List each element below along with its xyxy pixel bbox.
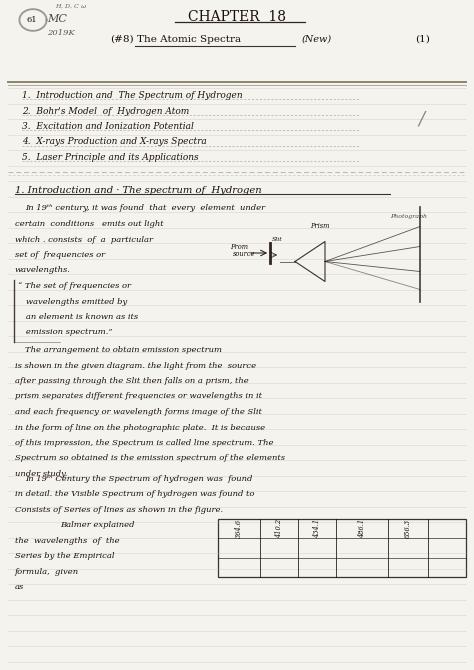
Text: 3.  Excitation and Ionization Potential: 3. Excitation and Ionization Potential	[22, 122, 194, 131]
Text: Photograph: Photograph	[390, 214, 427, 219]
Text: The arrangement to obtain emission spectrum: The arrangement to obtain emission spect…	[25, 346, 222, 354]
Text: in the form of line on the photographic plate.  It is because: in the form of line on the photographic …	[15, 423, 265, 431]
Text: 2.  Bohr's Model  of  Hydrogen Atom: 2. Bohr's Model of Hydrogen Atom	[22, 107, 189, 115]
Text: 2019K: 2019K	[47, 29, 75, 37]
Text: In 19ᵗʰ century, it was found  that  every  element  under: In 19ᵗʰ century, it was found that every…	[25, 204, 265, 212]
Text: 410.2: 410.2	[275, 519, 283, 538]
Text: under study.: under study.	[15, 470, 67, 478]
Text: In 19ᵗʰ Century the Spectrum of hydrogen was  found: In 19ᵗʰ Century the Spectrum of hydrogen…	[25, 474, 252, 482]
Text: 364.6: 364.6	[235, 519, 243, 538]
Text: 1. Introduction and · The spectrum of  Hydrogen: 1. Introduction and · The spectrum of Hy…	[15, 186, 262, 195]
Text: source: source	[233, 250, 255, 258]
Text: 434.1: 434.1	[313, 519, 321, 538]
Text: as: as	[15, 583, 24, 591]
Text: 486.1: 486.1	[358, 519, 366, 538]
Bar	[218, 519, 466, 577]
Text: 5.  Laser Principle and its Applications: 5. Laser Principle and its Applications	[22, 153, 199, 162]
Text: 656.3: 656.3	[404, 519, 412, 538]
Text: Prism: Prism	[310, 222, 329, 230]
Text: The Atomic Spectra: The Atomic Spectra	[137, 35, 241, 44]
Text: MC: MC	[47, 14, 67, 24]
Text: prism separates different frequencies or wavelengths in it: prism separates different frequencies or…	[15, 393, 262, 401]
Text: wavelengths.: wavelengths.	[15, 267, 71, 275]
Text: Spectrum so obtained is the emission spectrum of the elements: Spectrum so obtained is the emission spe…	[15, 454, 285, 462]
Text: (1): (1)	[415, 35, 430, 44]
Text: Series by the Empirical: Series by the Empirical	[15, 552, 115, 560]
Text: 61: 61	[27, 16, 37, 24]
Text: 1.  Introduction and  The Spectrum of Hydrogen: 1. Introduction and The Spectrum of Hydr…	[22, 91, 243, 100]
Text: H, D, C $\omega$: H, D, C $\omega$	[55, 3, 87, 11]
Text: emission spectrum.”: emission spectrum.”	[18, 328, 113, 336]
Text: Consists of Series of lines as shown in the figure.: Consists of Series of lines as shown in …	[15, 506, 223, 514]
Text: (New): (New)	[302, 35, 332, 44]
Text: of this impression, the Spectrum is called line spectrum. The: of this impression, the Spectrum is call…	[15, 439, 273, 447]
Text: an element is known as its: an element is known as its	[18, 313, 138, 321]
Text: the  wavelengths  of  the: the wavelengths of the	[15, 537, 119, 545]
Text: formula,  given: formula, given	[15, 567, 79, 576]
Text: 4.  X-rays Production and X-rays Spectra: 4. X-rays Production and X-rays Spectra	[22, 137, 207, 147]
Text: and each frequency or wavelength forms image of the Slit: and each frequency or wavelength forms i…	[15, 408, 262, 416]
Text: in detail. the Visible Spectrum of hydrogen was found to: in detail. the Visible Spectrum of hydro…	[15, 490, 255, 498]
Text: Balmer explained: Balmer explained	[60, 521, 135, 529]
Text: /: /	[418, 110, 424, 128]
Text: set of  frequencies or: set of frequencies or	[15, 251, 105, 259]
Text: CHAPTER  18: CHAPTER 18	[188, 10, 286, 24]
Text: after passing through the Slit then falls on a prism, the: after passing through the Slit then fall…	[15, 377, 249, 385]
Text: (#8): (#8)	[110, 35, 134, 44]
Text: wavelengths emitted by: wavelengths emitted by	[18, 297, 127, 306]
Text: certain  conditions   emits out light: certain conditions emits out light	[15, 220, 164, 228]
Text: which . consists  of  a  particular: which . consists of a particular	[15, 235, 153, 243]
Text: Slit: Slit	[272, 237, 283, 242]
Text: is shown in the given diagram. the light from the  source: is shown in the given diagram. the light…	[15, 362, 256, 369]
Text: “ The set of frequencies or: “ The set of frequencies or	[18, 282, 131, 290]
Text: From: From	[230, 243, 248, 251]
